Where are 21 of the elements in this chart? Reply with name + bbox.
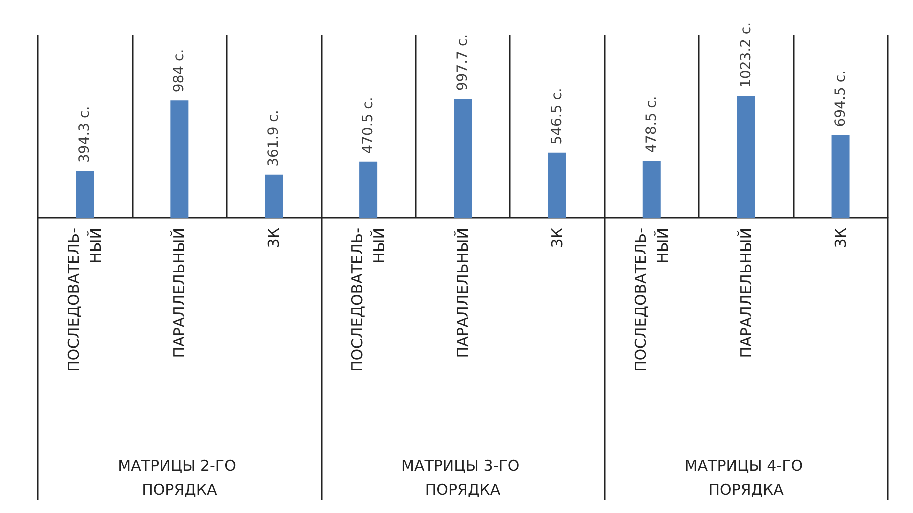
data-label: 361.9 с. bbox=[266, 110, 282, 167]
data-label: 394.3 с. bbox=[77, 106, 94, 163]
x-tick-label: 3К bbox=[548, 228, 566, 248]
x-tick-label: ПАРАЛЛЕЛЬНЫЙ bbox=[737, 228, 756, 358]
x-tick-label: ПОСЛЕДОВАТЕЛЬ-НЫЙ bbox=[348, 228, 389, 372]
text: МАТРИЦЫ 3-ГО ПОРЯДКА bbox=[402, 457, 524, 499]
data-label: 1023.2 с. bbox=[738, 22, 754, 88]
text: МАТРИЦЫ 4-ГО ПОРЯДКА bbox=[684, 457, 808, 499]
x-tick-label: ПАРАЛЛЕЛЬНЫЙ bbox=[454, 228, 472, 358]
data-label: 997.7 с. bbox=[455, 34, 471, 92]
data-label: 470.5 с. bbox=[360, 97, 377, 154]
x-tick-label: ПОСЛЕДОВАТЕЛЬ-НЫЙ bbox=[65, 228, 106, 372]
data-label: 984 с. bbox=[172, 49, 188, 93]
x-tick-label: 3К bbox=[832, 228, 850, 248]
data-label: 546.5 с. bbox=[549, 88, 566, 145]
x-tick-label: ПАРАЛЛЕЛЬНЫЙ bbox=[170, 228, 189, 358]
data-label: 694.5 с. bbox=[832, 70, 849, 128]
x-tick-label: 3К bbox=[265, 228, 284, 248]
data-label: 478.5 с. bbox=[644, 96, 660, 153]
text: МАТРИЦЫ 2-ГО ПОРЯДКА bbox=[118, 457, 242, 499]
x-tick-label: ПОСЛЕДОВАТЕЛЬ-НЫЙ bbox=[632, 228, 672, 372]
